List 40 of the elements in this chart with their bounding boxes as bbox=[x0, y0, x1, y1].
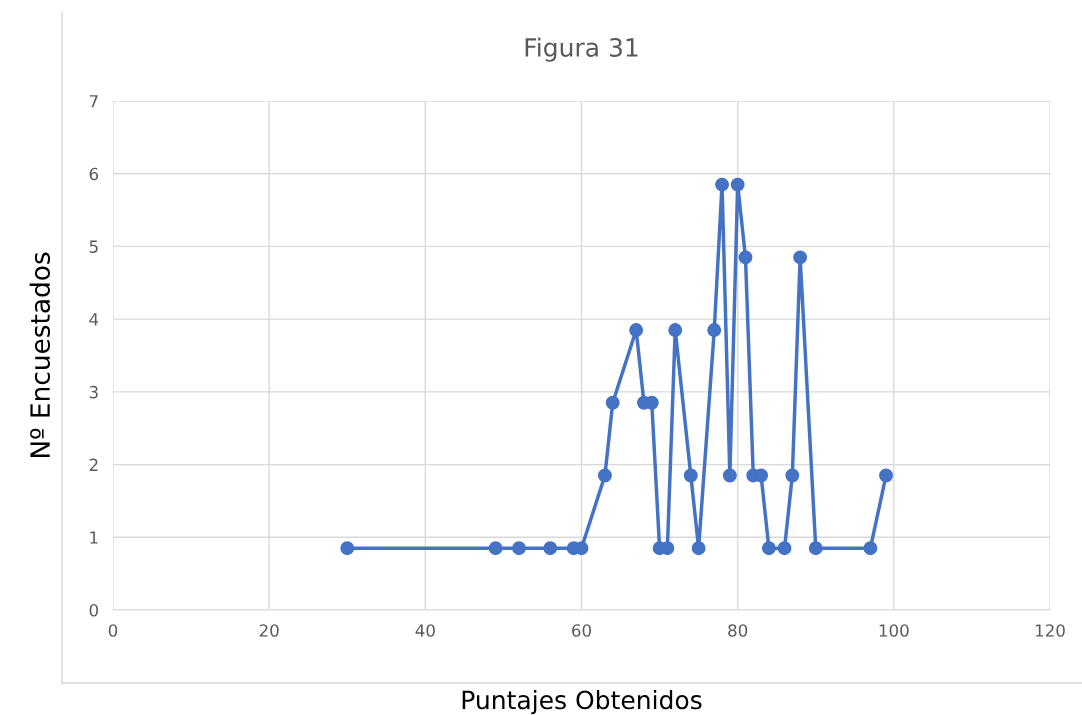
x-tick-label: 20 bbox=[259, 624, 279, 637]
point bbox=[793, 250, 808, 265]
y-tick-label: 2 bbox=[89, 458, 98, 471]
x-tick-label: 40 bbox=[415, 624, 435, 637]
x-tick-label: 60 bbox=[572, 624, 591, 637]
point bbox=[863, 541, 878, 556]
point bbox=[879, 468, 893, 483]
y-axis-title: Nº Encuestados bbox=[29, 252, 51, 458]
point bbox=[340, 541, 355, 556]
chart-title: Figura 31 bbox=[525, 37, 638, 62]
point bbox=[761, 541, 776, 556]
point bbox=[738, 250, 753, 265]
point bbox=[730, 177, 745, 192]
y-tick-label: 5 bbox=[89, 240, 98, 253]
y-tick-label: 0 bbox=[89, 603, 98, 617]
point bbox=[605, 395, 620, 410]
y-tick-label: 3 bbox=[89, 385, 98, 399]
x-tick-label: 80 bbox=[728, 624, 748, 637]
y-tick-label: 4 bbox=[89, 313, 99, 326]
point bbox=[512, 541, 526, 556]
x-tick-label: 120 bbox=[1035, 624, 1065, 637]
y-tick-label: 7 bbox=[89, 95, 98, 108]
point bbox=[683, 468, 698, 483]
point bbox=[707, 323, 722, 337]
x-axis-title: Puntajes Obtenidos bbox=[462, 690, 702, 715]
y-tick-label: 6 bbox=[89, 167, 99, 181]
point bbox=[597, 468, 612, 483]
point bbox=[808, 541, 823, 556]
point bbox=[715, 177, 729, 192]
y-tick-label: 1 bbox=[90, 531, 98, 544]
point bbox=[543, 541, 558, 556]
point bbox=[488, 541, 503, 556]
x-tick-label: 0 bbox=[108, 624, 118, 637]
point bbox=[722, 468, 737, 483]
x-tick-label: 100 bbox=[879, 624, 909, 637]
point bbox=[777, 541, 792, 556]
point bbox=[629, 323, 644, 337]
point bbox=[785, 468, 800, 483]
point bbox=[691, 541, 706, 556]
point bbox=[668, 323, 683, 337]
